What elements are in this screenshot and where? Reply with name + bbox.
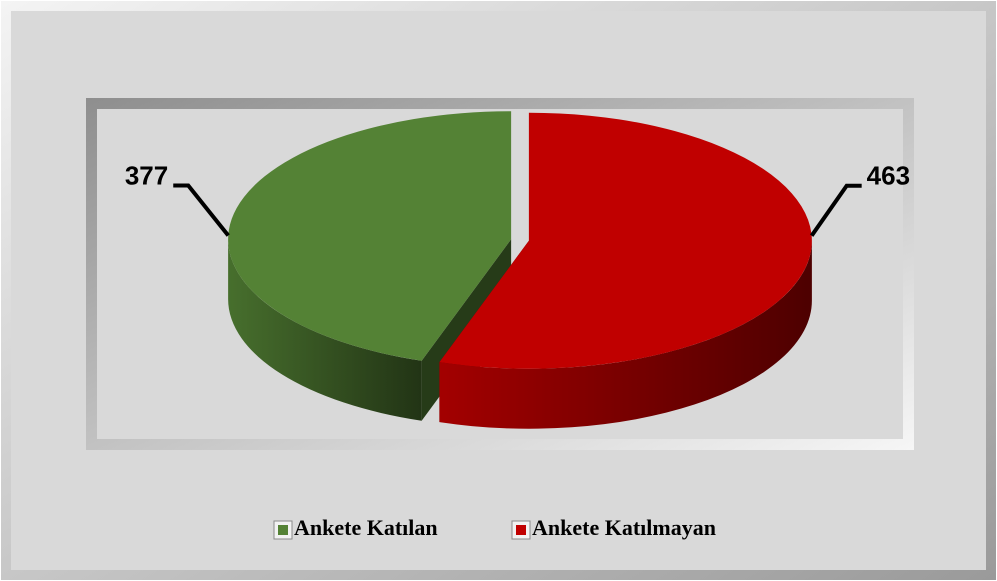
slice-side xyxy=(228,239,422,421)
slice xyxy=(228,111,512,361)
slice-side xyxy=(439,240,812,429)
legend-swatch xyxy=(516,525,526,535)
pie: 377 463 xyxy=(125,111,910,429)
slice xyxy=(439,112,812,369)
data-label: 463 xyxy=(867,161,910,191)
leader-line xyxy=(173,183,230,237)
leader-line xyxy=(810,183,862,237)
data-label: 377 xyxy=(125,160,168,190)
legend: Ankete Katılan Ankete Katılmayan xyxy=(273,515,716,540)
legend-label: Ankete Katılan xyxy=(294,515,438,540)
legend-label: Ankete Katılmayan xyxy=(532,515,716,540)
legend-swatch xyxy=(278,525,288,535)
